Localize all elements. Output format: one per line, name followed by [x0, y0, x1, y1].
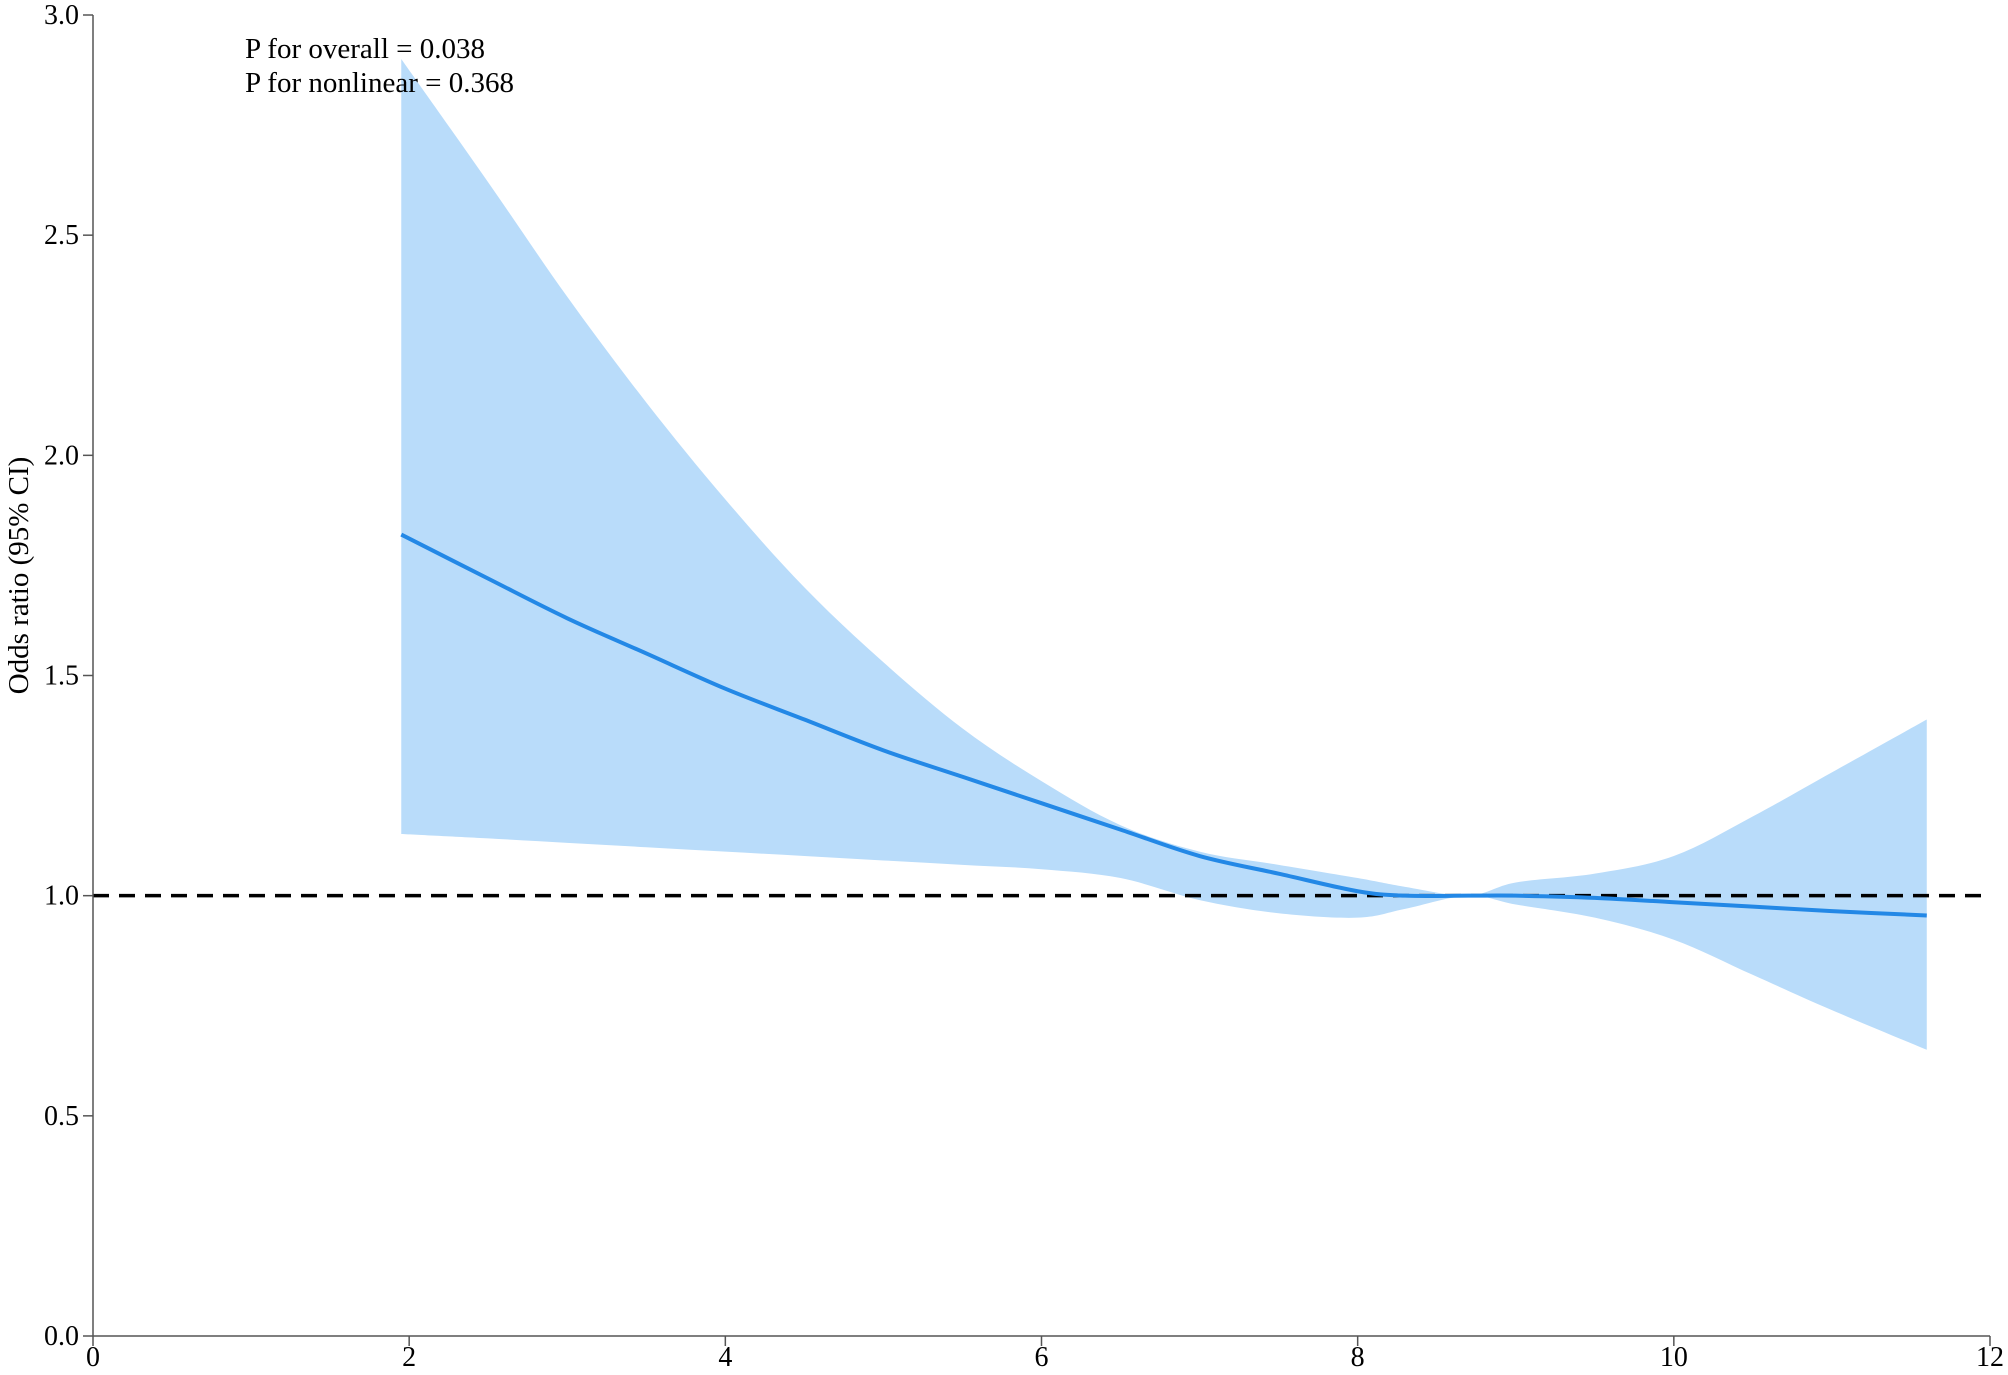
odds-ratio-line [400, 532, 1927, 918]
y-tick-label: 0.0 [44, 1321, 79, 1352]
x-tick-label: 4 [718, 1342, 732, 1370]
confidence-band [401, 59, 1927, 1050]
y-axis-title: Odds ratio (95% CI) [3, 457, 35, 695]
p-overall-annotation: P for overall = 0.038 [245, 33, 485, 65]
y-tick-label: 2.0 [44, 440, 79, 471]
x-tick-label: 8 [1351, 1342, 1365, 1370]
x-tick-label: 2 [402, 1342, 416, 1370]
p-nonlinear-annotation: P for nonlinear = 0.368 [245, 67, 514, 99]
y-tick-label: 2.5 [44, 220, 79, 251]
x-tick-label: 12 [1976, 1342, 2004, 1370]
x-tick-label: 10 [1660, 1342, 1688, 1370]
x-tick-label: 6 [1035, 1342, 1049, 1370]
y-tick-label: 1.5 [44, 661, 79, 692]
y-tick-label: 1.0 [44, 881, 79, 912]
y-tick-label: 3.0 [44, 0, 79, 31]
y-tick-label: 0.5 [44, 1101, 79, 1132]
x-tick-label: 0 [86, 1342, 100, 1370]
